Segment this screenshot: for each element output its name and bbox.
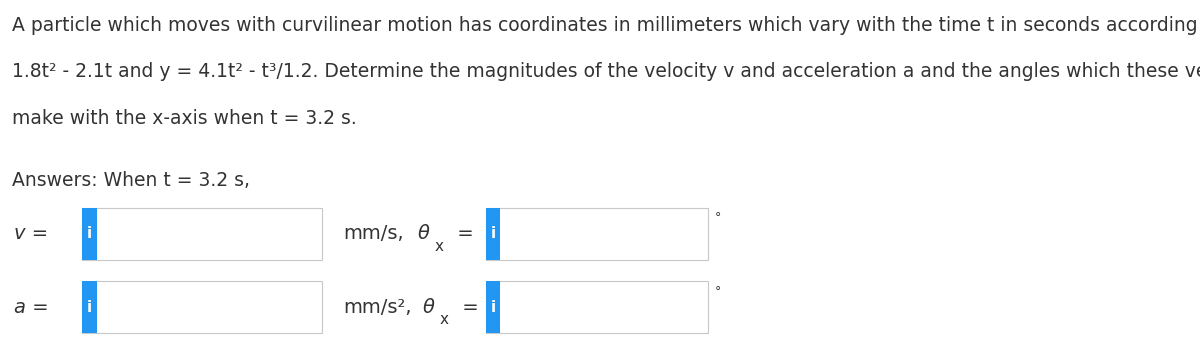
Text: a =: a = [14,297,49,317]
Text: make with the x-axis when t = 3.2 s.: make with the x-axis when t = 3.2 s. [12,109,356,128]
Text: °: ° [715,211,721,225]
Text: 1.8t² - 2.1t and y = 4.1t² - t³/1.2. Determine the magnitudes of the velocity v : 1.8t² - 2.1t and y = 4.1t² - t³/1.2. Det… [12,62,1200,81]
FancyBboxPatch shape [486,281,708,333]
Text: Answers: When t = 3.2 s,: Answers: When t = 3.2 s, [12,171,250,190]
FancyBboxPatch shape [82,208,322,260]
Text: i: i [491,300,496,315]
Text: i: i [86,300,92,315]
Text: x: x [439,312,449,327]
FancyBboxPatch shape [82,281,97,333]
Text: A particle which moves with curvilinear motion has coordinates in millimeters wh: A particle which moves with curvilinear … [12,16,1200,35]
FancyBboxPatch shape [82,208,97,260]
Text: =: = [451,224,474,243]
Text: mm/s²,: mm/s², [343,297,412,317]
Text: i: i [86,226,92,241]
Text: v =: v = [14,224,48,243]
Text: °: ° [715,285,721,298]
FancyBboxPatch shape [486,208,500,260]
Text: θ: θ [418,224,430,243]
Text: mm/s,: mm/s, [343,224,404,243]
Text: =: = [456,297,479,317]
FancyBboxPatch shape [486,281,500,333]
FancyBboxPatch shape [486,208,708,260]
Text: x: x [434,239,444,254]
Text: θ: θ [422,297,434,317]
FancyBboxPatch shape [82,281,322,333]
Text: i: i [491,226,496,241]
